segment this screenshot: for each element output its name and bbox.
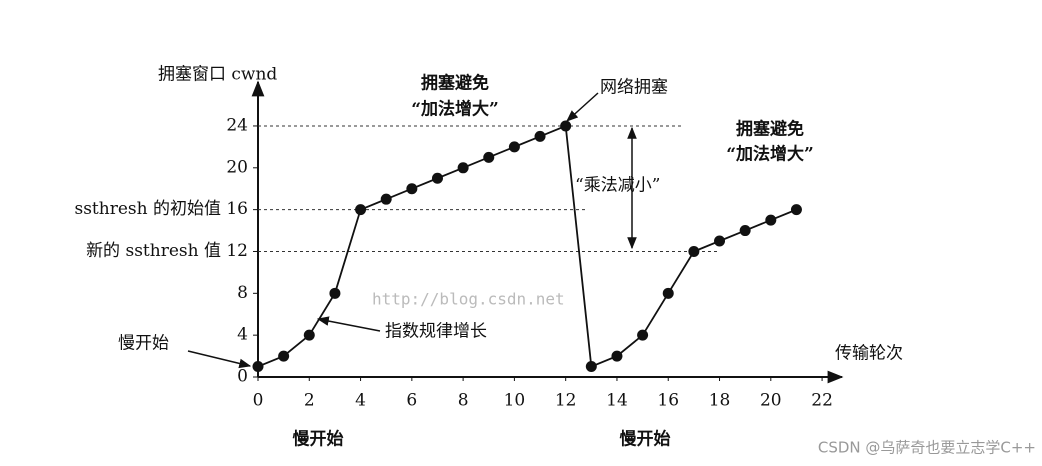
y-tick-label: 24 [226,115,248,135]
x-tick-label: 0 [253,391,264,411]
point [457,162,469,174]
y-tick-label: 8 [237,283,248,303]
point [688,245,700,257]
x-tick-label: 6 [406,391,417,411]
point [278,350,290,362]
x-tick-label: 18 [709,391,731,411]
x-tick-label: 4 [355,391,366,411]
y-axis-label: 拥塞窗口 cwnd [158,65,277,85]
y-tick-label: 0 [237,367,248,387]
y-tick-label: 4 [237,325,248,345]
x-tick-label: 8 [458,391,469,411]
annotation: “乘法减小” [575,176,660,196]
x-tick-label: 10 [504,391,526,411]
point [765,214,777,226]
point [560,120,572,132]
arrow [187,350,252,369]
point [739,225,751,237]
point [534,130,546,142]
arrow [566,92,599,122]
annotation: 指数规律增长 [385,322,487,342]
point [585,361,597,373]
x-tick-label: 2 [304,391,315,411]
line [257,124,797,368]
x-axis-label: 传输轮次 [835,344,903,364]
point [431,172,443,184]
point [611,350,623,362]
annotation: “加法增大” [411,99,499,120]
point [714,235,726,247]
point [790,204,802,216]
x-tick-label: 22 [811,391,833,411]
y-tick-label: 20 [226,157,248,177]
x-tick-label: 12 [555,391,577,411]
annotation: 网络拥塞 [600,78,668,98]
point [508,141,520,153]
annotation: 慢开始 [293,429,344,450]
x-tick-label: 16 [657,391,679,411]
annotation: http://blog.csdn.net [372,290,565,309]
point [329,287,341,299]
point [303,329,315,341]
x-tick-label: 14 [606,391,628,411]
point [252,361,264,373]
annotation: 慢开始 [118,333,169,354]
point [637,329,649,341]
annotation: 慢开始 [620,429,671,450]
arrow [316,316,381,332]
annotation: “加法增大” [726,144,814,165]
y-tick-label: 新的 ssthresh 值 12 [86,241,248,261]
annotation: 拥塞避免 [736,119,804,140]
x-tick-label: 20 [760,391,782,411]
point [380,193,392,205]
point [355,204,367,216]
annotation: 拥塞避免 [421,73,489,94]
point [662,287,674,299]
point [406,183,418,195]
point [483,151,495,163]
y-tick-label: ssthresh 的初始值 16 [74,199,248,219]
watermark: CSDN @乌萨奇也要立志学C++ [818,439,1036,457]
